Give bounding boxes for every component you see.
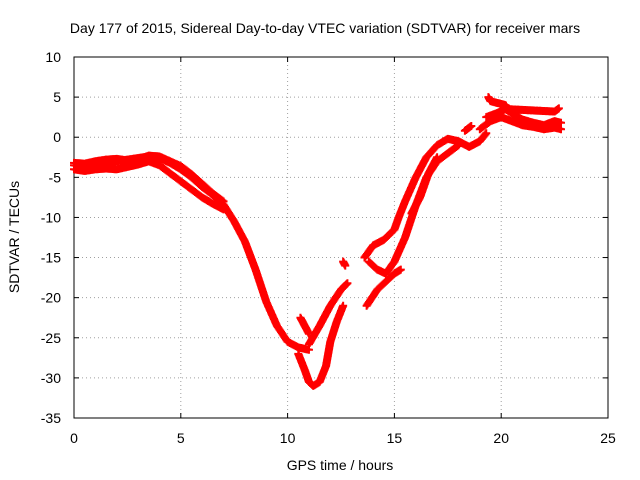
point-s11-6 <box>467 121 476 130</box>
x-tick-label-3: 15 <box>387 430 403 446</box>
plot-frame <box>73 56 609 419</box>
point-s13-58 <box>557 118 566 127</box>
y-tick-label-7: 0 <box>53 129 61 145</box>
y-tick-label-3: -20 <box>41 290 61 306</box>
grid-lines <box>74 57 608 418</box>
y-tick-label-5: -10 <box>41 209 61 225</box>
x-tick-label-0: 0 <box>70 430 78 446</box>
y-tick-label-6: -5 <box>49 169 62 185</box>
y-tick-label-8: 5 <box>53 89 61 105</box>
point-s8-118 <box>454 141 463 150</box>
point-s1-118 <box>219 205 228 214</box>
point-s5-14 <box>304 329 313 338</box>
point-s10-44 <box>433 153 442 162</box>
y-axis-label: SDTVAR / TECUs <box>6 181 22 293</box>
x-tick-label-5: 25 <box>600 430 616 446</box>
point-s4-51 <box>343 279 352 288</box>
tick-marks <box>73 56 609 419</box>
y-tick-label-1: -30 <box>41 370 61 386</box>
y-tick-label-9: 10 <box>45 49 61 65</box>
data-points <box>70 93 566 390</box>
point-s2-118 <box>219 197 228 206</box>
y-tick-label-2: -25 <box>41 330 61 346</box>
y-tick-label-0: -35 <box>41 410 61 426</box>
y-tick-labels: -35 -30 -25 -20 -15 -10 -5 0 5 10 <box>41 49 61 426</box>
x-tick-label-4: 20 <box>493 430 509 446</box>
x-tick-labels: 0 5 10 15 20 25 <box>70 430 616 446</box>
point-s7-137 <box>482 129 491 138</box>
point-s14-55 <box>554 104 563 113</box>
x-axis-label: GPS time / hours <box>287 457 394 473</box>
x-tick-label-2: 10 <box>280 430 296 446</box>
y-tick-label-4: -15 <box>41 250 61 266</box>
point-s6-4 <box>341 261 350 270</box>
x-tick-label-1: 5 <box>177 430 185 446</box>
point-s3-87 <box>339 301 348 310</box>
chart-title: Day 177 of 2015, Sidereal Day-to-day VTE… <box>70 20 580 36</box>
point-s9-35 <box>396 265 405 274</box>
